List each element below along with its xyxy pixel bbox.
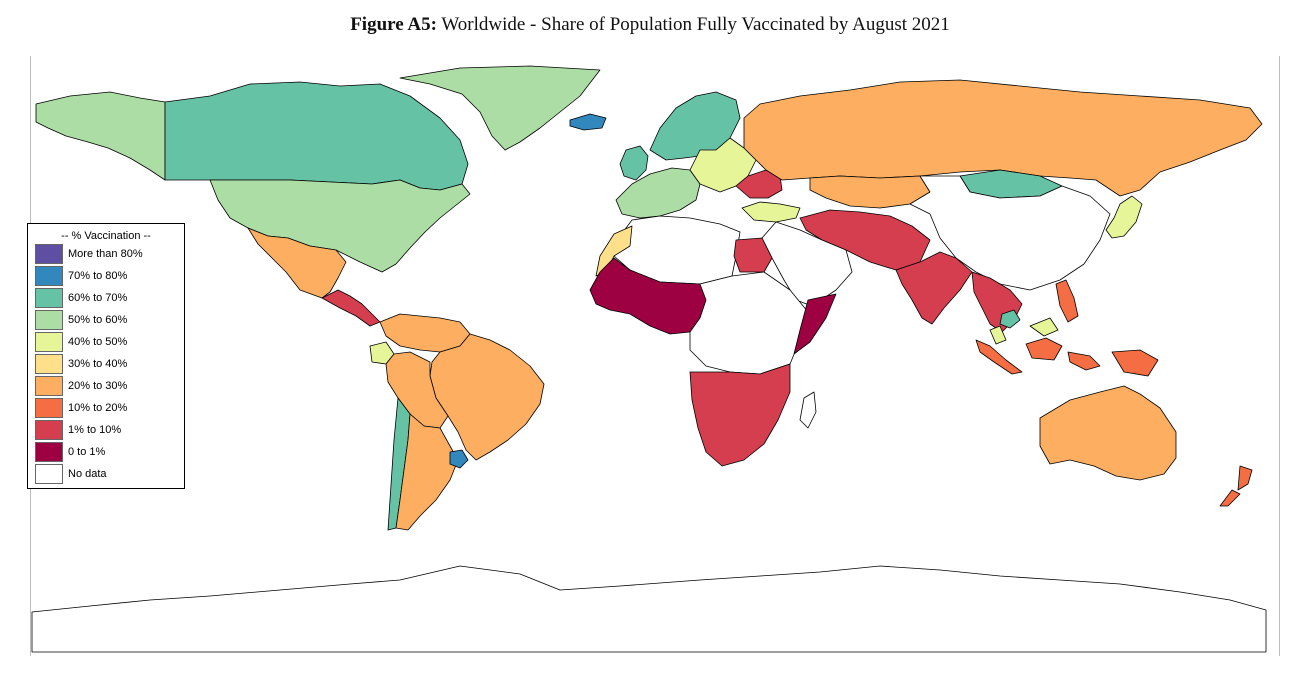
- legend-label: 10% to 20%: [68, 402, 128, 414]
- legend-label: More than 80%: [68, 248, 143, 260]
- region-colombia-venezuela: [379, 313, 471, 353]
- legend-label: 0 to 1%: [68, 446, 106, 458]
- region-scandinavia: [649, 91, 741, 161]
- legend-swatch: [35, 310, 63, 330]
- region-new-zealand: [1219, 465, 1253, 507]
- legend-item: 70% to 80%: [35, 266, 127, 286]
- legend-item: 1% to 10%: [35, 420, 121, 440]
- legend-item: 0 to 1%: [35, 442, 105, 462]
- legend-label: 20% to 30%: [68, 380, 128, 392]
- region-cambodia: [999, 309, 1021, 329]
- legend-item: 10% to 20%: [35, 398, 127, 418]
- legend-label: 40% to 50%: [68, 336, 128, 348]
- region-philippines: [1055, 279, 1079, 323]
- region-madagascar: [799, 391, 817, 429]
- legend-swatch: [35, 244, 63, 264]
- legend-title: -- % Vaccination --: [61, 230, 151, 242]
- legend-label: 50% to 60%: [68, 314, 128, 326]
- legend-label: 70% to 80%: [68, 270, 128, 282]
- region-australia: [1039, 385, 1177, 481]
- legend-swatch: [35, 464, 63, 484]
- region-japan: [1105, 195, 1143, 239]
- region-ukraine: [735, 169, 783, 199]
- region-argentina: [395, 413, 459, 531]
- region-alaska: [35, 91, 166, 181]
- legend-item: 30% to 40%: [35, 354, 127, 374]
- legend-swatch: [35, 332, 63, 352]
- legend-label: 60% to 70%: [68, 292, 128, 304]
- legend-swatch: [35, 376, 63, 396]
- region-india: [895, 251, 973, 325]
- figure-title-text: Worldwide - Share of Population Fully Va…: [441, 14, 950, 35]
- region-central-america: [321, 289, 381, 327]
- legend-item: 20% to 30%: [35, 376, 127, 396]
- legend-label: No data: [68, 468, 107, 480]
- region-united-kingdom: [619, 145, 649, 181]
- region-antarctica: [31, 565, 1267, 653]
- legend-item: More than 80%: [35, 244, 143, 264]
- legend-swatch: [35, 288, 63, 308]
- region-morocco: [595, 225, 633, 277]
- region-china: [909, 175, 1111, 291]
- region-southern-africa: [689, 363, 791, 467]
- legend-label: 1% to 10%: [68, 424, 122, 436]
- legend-swatch: [35, 442, 63, 462]
- legend-swatch: [35, 398, 63, 418]
- figure-label: Figure A5:: [350, 14, 437, 35]
- region-somalia: [793, 293, 837, 355]
- region-greenland: [399, 65, 601, 151]
- legend-item: 50% to 60%: [35, 310, 127, 330]
- region-uruguay: [449, 449, 469, 469]
- region-iceland: [569, 113, 607, 131]
- region-indonesia: [975, 337, 1159, 377]
- legend-item: No data: [35, 464, 107, 484]
- map-legend: -- % Vaccination -- More than 80% 70% to …: [27, 223, 185, 489]
- region-canada: [164, 81, 469, 191]
- region-malaysia: [989, 317, 1059, 345]
- region-mexico: [247, 227, 347, 299]
- region-turkey: [741, 201, 801, 223]
- figure-title: Figure A5: Worldwide - Share of Populati…: [0, 14, 1300, 36]
- legend-swatch: [35, 420, 63, 440]
- legend-item: 40% to 50%: [35, 332, 127, 352]
- legend-label: 30% to 40%: [68, 358, 128, 370]
- legend-swatch: [35, 354, 63, 374]
- legend-swatch: [35, 266, 63, 286]
- region-western-europe: [615, 167, 701, 219]
- legend-item: 60% to 70%: [35, 288, 127, 308]
